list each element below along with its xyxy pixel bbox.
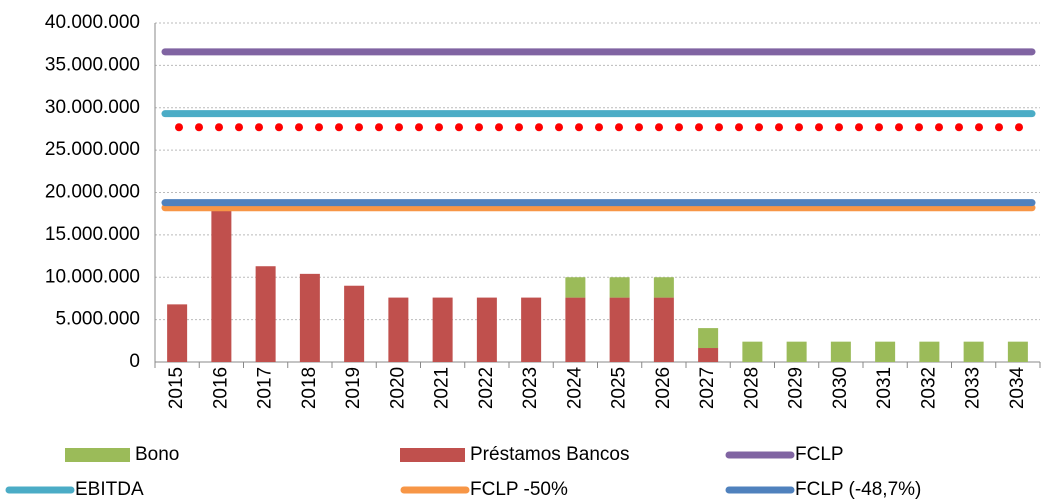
bar bbox=[565, 277, 586, 298]
bar bbox=[653, 277, 674, 298]
x-tick-label: 2034 bbox=[1007, 366, 1028, 409]
y-tick-label: 20.000.000 bbox=[45, 182, 140, 203]
bar bbox=[476, 297, 497, 362]
bar bbox=[299, 273, 320, 362]
legend-label: EBITDA bbox=[75, 479, 144, 500]
bar bbox=[211, 210, 232, 362]
bar bbox=[565, 297, 586, 362]
bar bbox=[255, 266, 276, 362]
legend-swatch bbox=[400, 448, 465, 462]
bar bbox=[919, 341, 940, 362]
y-tick-label: 0 bbox=[129, 351, 140, 372]
bar bbox=[698, 348, 719, 362]
legend-label: Bono bbox=[135, 444, 179, 465]
x-tick-label: 2022 bbox=[476, 367, 497, 409]
x-tick-label: 2025 bbox=[609, 367, 630, 409]
y-tick-label: 5.000.000 bbox=[55, 309, 140, 330]
x-tick-label: 2015 bbox=[166, 367, 187, 409]
bar bbox=[875, 341, 896, 362]
legend-swatch bbox=[65, 448, 130, 462]
x-tick-label: 2030 bbox=[830, 367, 851, 409]
bar bbox=[698, 328, 719, 349]
bar bbox=[963, 341, 984, 362]
bar bbox=[653, 297, 674, 362]
legend-label: FCLP (-48,7%) bbox=[795, 479, 921, 500]
y-tick-label: 35.000.000 bbox=[45, 54, 140, 75]
x-tick-label: 2021 bbox=[432, 367, 453, 409]
x-tick-label: 2031 bbox=[874, 367, 895, 409]
bar bbox=[786, 341, 807, 362]
x-tick-label: 2029 bbox=[786, 367, 807, 409]
y-tick-label: 40.000.000 bbox=[45, 12, 140, 33]
x-tick-label: 2019 bbox=[343, 367, 364, 409]
bar bbox=[344, 285, 365, 362]
legend-label: FCLP -50% bbox=[470, 479, 568, 500]
x-tick-label: 2032 bbox=[918, 367, 939, 409]
bar bbox=[1007, 341, 1028, 362]
x-tick-label: 2017 bbox=[255, 367, 276, 409]
x-tick-label: 2023 bbox=[520, 367, 541, 409]
x-tick-label: 2028 bbox=[741, 367, 762, 409]
bar bbox=[432, 297, 453, 362]
bar bbox=[167, 304, 188, 362]
bar bbox=[609, 297, 630, 362]
x-tick-label: 2033 bbox=[963, 367, 984, 409]
bar bbox=[388, 297, 409, 362]
x-tick-label: 2020 bbox=[387, 367, 408, 409]
x-tick-label: 2024 bbox=[564, 366, 585, 409]
y-tick-label: 30.000.000 bbox=[45, 97, 140, 118]
x-tick-label: 2016 bbox=[210, 367, 231, 409]
y-tick-label: 15.000.000 bbox=[45, 224, 140, 245]
bar bbox=[609, 277, 630, 298]
y-tick-label: 10.000.000 bbox=[45, 266, 140, 287]
legend-label: FCLP bbox=[795, 444, 844, 465]
x-tick-label: 2026 bbox=[653, 367, 674, 409]
x-tick-label: 2027 bbox=[697, 367, 718, 409]
legend-label: Préstamos Bancos bbox=[470, 444, 629, 465]
bar bbox=[830, 341, 851, 362]
x-tick-label: 2018 bbox=[299, 367, 320, 409]
y-tick-label: 25.000.000 bbox=[45, 139, 140, 160]
bar bbox=[742, 341, 763, 362]
bar bbox=[521, 297, 542, 362]
